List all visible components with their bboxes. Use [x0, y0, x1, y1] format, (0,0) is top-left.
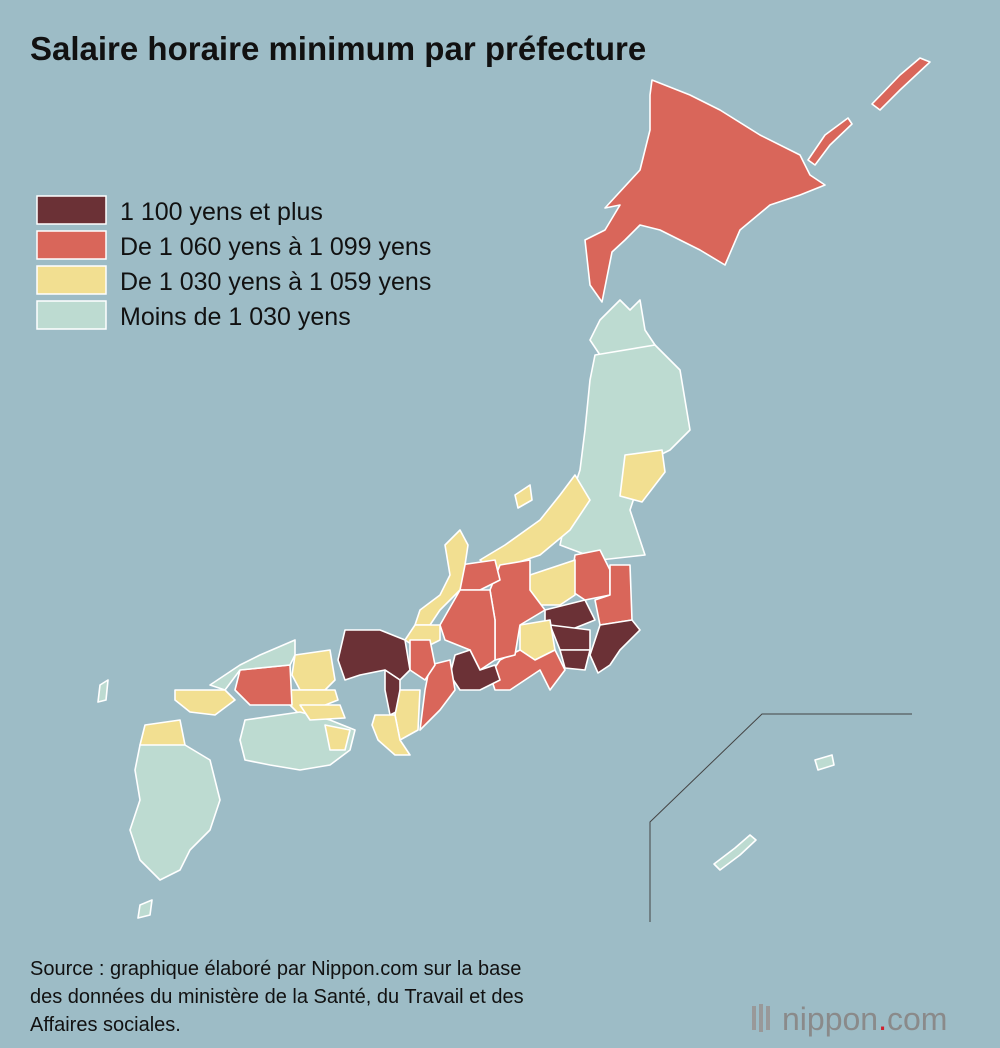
legend-swatch — [36, 300, 107, 330]
prefecture — [209, 639, 296, 691]
prefecture — [337, 629, 411, 681]
logo-name: nippon — [782, 1001, 878, 1037]
prefecture — [569, 549, 611, 601]
logo-tld: com — [887, 1001, 947, 1037]
prefecture — [807, 117, 853, 166]
prefecture — [514, 484, 533, 509]
legend-swatch — [36, 230, 107, 260]
prefecture — [394, 689, 421, 741]
prefecture — [129, 744, 221, 881]
inset-border — [649, 713, 912, 922]
prefecture — [137, 899, 153, 919]
prefecture — [489, 649, 566, 691]
prefecture — [619, 449, 666, 503]
logo-text: nippon.com — [782, 1001, 947, 1037]
prefecture — [589, 299, 656, 361]
prefecture — [371, 714, 411, 756]
prefecture — [814, 754, 835, 771]
legend: 1 100 yens et plus De 1 060 yens à 1 099 … — [36, 195, 431, 331]
prefecture — [174, 689, 236, 716]
legend-label: De 1 030 yens à 1 059 yens — [120, 268, 431, 296]
legend-label: 1 100 yens et plus — [120, 198, 323, 226]
prefecture — [589, 619, 641, 674]
logo-mark — [766, 1006, 770, 1030]
prefecture — [419, 659, 456, 731]
source-line: Source : graphique élaboré par Nippon.co… — [30, 958, 521, 980]
prefecture — [559, 344, 691, 561]
legend-label: De 1 060 yens à 1 099 yens — [120, 233, 431, 261]
prefecture — [559, 649, 591, 671]
prefecture — [97, 679, 109, 703]
logo-mark — [752, 1006, 756, 1030]
prefecture — [414, 529, 469, 626]
logo-dot: . — [878, 1001, 887, 1037]
legend-label: Moins de 1 030 yens — [120, 303, 351, 331]
prefecture — [584, 79, 826, 303]
logo: nippon.com — [752, 1001, 947, 1037]
japan-map — [97, 57, 931, 922]
prefecture — [299, 704, 346, 721]
logo-mark — [759, 1004, 763, 1032]
source-line: Affaires sociales. — [30, 1014, 181, 1036]
map-title: Salaire horaire minimum par préfecture — [30, 30, 646, 67]
legend-swatch — [36, 265, 107, 295]
prefecture — [713, 834, 757, 871]
prefecture — [234, 664, 293, 706]
prefecture — [291, 649, 336, 691]
legend-swatch — [36, 195, 107, 225]
prefecture — [409, 639, 436, 681]
source-line: des données du ministère de la Santé, du… — [30, 986, 524, 1008]
prefecture — [324, 724, 351, 751]
prefecture — [871, 57, 931, 111]
